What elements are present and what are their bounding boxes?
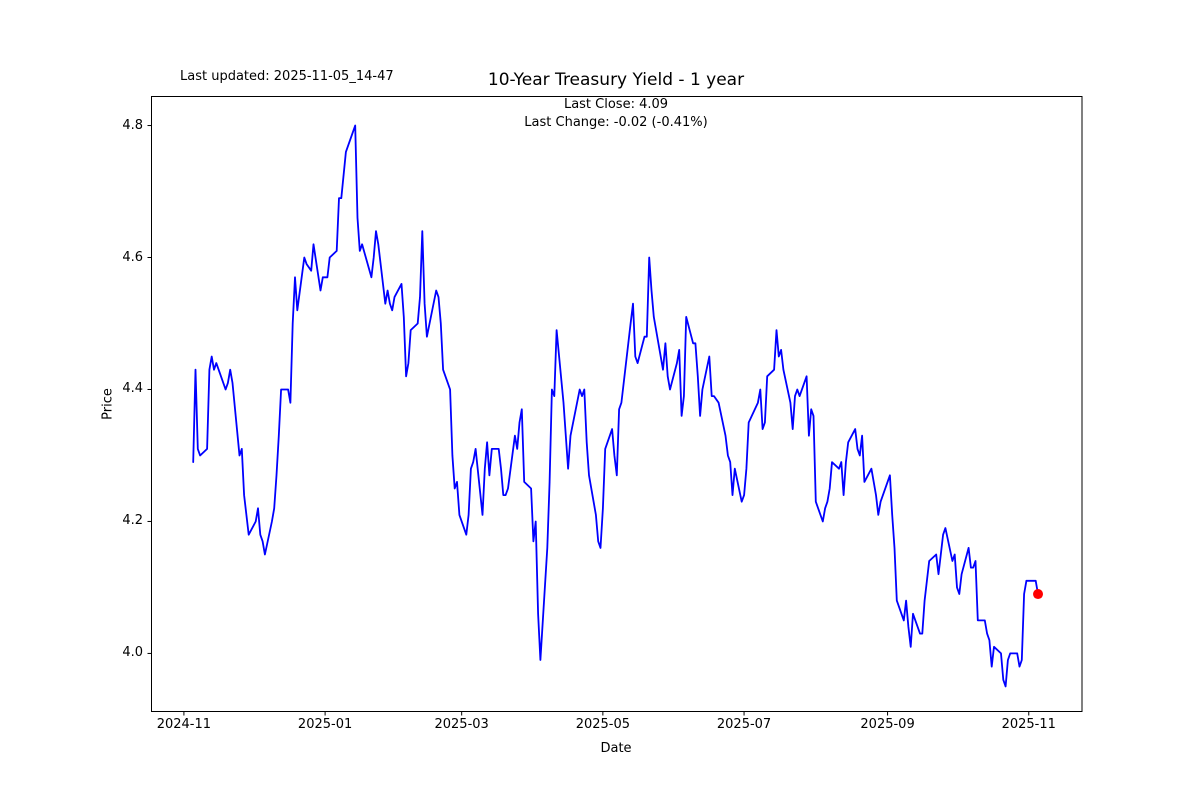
chart-subtitle: Last Close: 4.09 Last Change: -0.02 (-0.… (524, 96, 707, 132)
last-close-text: Last Close: 4.09 (563, 97, 669, 112)
x-tick-label: 2025-01 (297, 717, 353, 732)
plot-border (151, 96, 1083, 712)
last-updated-text: Last updated: 2025-11-05_14-47 (180, 69, 394, 84)
x-axis-label: Date (600, 741, 632, 756)
yield-line (192, 124, 1039, 688)
x-tick-label: 2025-11 (1001, 717, 1056, 732)
y-tick-label: 4.4 (122, 381, 143, 397)
x-tick-label: 2025-09 (860, 717, 915, 732)
x-tick-label: 2025-05 (575, 717, 631, 732)
x-tick-label: 2024-11 (156, 717, 212, 732)
x-tick-label: 2025-03 (434, 717, 489, 732)
y-tick-label: 4.8 (122, 117, 143, 133)
last-change-text: Last Change: -0.02 (-0.41%) (524, 115, 708, 130)
y-tick-label: 4.2 (122, 513, 143, 529)
y-tick-label: 4.0 (122, 645, 143, 661)
x-tick-label: 2025-07 (716, 717, 772, 732)
last-price-dot (1033, 589, 1044, 600)
chart-title: 10-Year Treasury Yield - 1 year (487, 70, 745, 90)
y-tick-label: 4.6 (122, 249, 143, 265)
